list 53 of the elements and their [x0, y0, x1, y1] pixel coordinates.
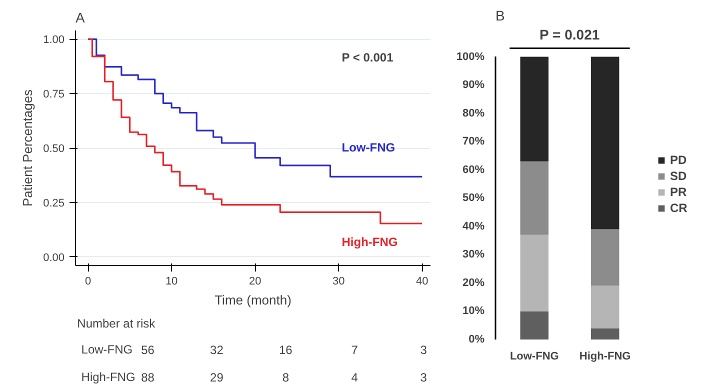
y-tick-label: 0.00	[43, 252, 65, 264]
bar	[520, 161, 549, 235]
y-tick-label: 50%	[462, 192, 485, 204]
legend-label: SD	[670, 168, 688, 182]
text: 4	[351, 370, 358, 384]
y-axis-title: Patient Percentages	[20, 88, 36, 207]
legend-label: PR	[670, 184, 688, 198]
y-tick-label: 40%	[462, 220, 485, 232]
y-tick-label: 80%	[462, 107, 485, 120]
text: P = 0.021	[540, 26, 600, 42]
legend-label: PD	[670, 152, 688, 166]
text: 3	[420, 370, 428, 384]
legend-label: CR	[670, 200, 688, 214]
text: 7	[351, 343, 358, 357]
x-tick-label: 0	[84, 276, 92, 288]
x-axis-title: Time (month)	[214, 292, 292, 308]
text: 3	[420, 343, 428, 357]
y-tick-label: 0%	[468, 334, 485, 346]
text: 29	[210, 370, 224, 384]
text: Number at risk	[77, 316, 156, 330]
chart-title: B	[496, 8, 505, 24]
y-tick-label: 60%	[462, 164, 485, 176]
series-label: High-FNG	[342, 235, 398, 250]
bar	[590, 229, 620, 286]
y-tick-label: 20%	[462, 276, 485, 289]
bar	[590, 286, 620, 328]
text: High-FNG	[81, 370, 136, 384]
y-tick-label: 90%	[462, 79, 485, 92]
text: 56	[141, 343, 155, 357]
x-tick-label: 10	[165, 276, 178, 288]
y-tick-label: 70%	[462, 136, 485, 148]
bar	[520, 311, 549, 340]
text: 88	[141, 370, 155, 384]
annotation: P < 0.001	[342, 50, 394, 65]
y-tick-label: 30%	[462, 248, 485, 261]
bar	[520, 56, 549, 162]
text: 8	[282, 370, 290, 384]
text: 32	[210, 343, 224, 357]
bar	[520, 234, 549, 312]
y-tick-label: 0.25	[43, 197, 65, 210]
y-tick-label: 10%	[462, 305, 485, 318]
chart-title: A	[76, 10, 86, 26]
series-label: Low-FNG	[342, 140, 396, 154]
text: 16	[279, 343, 293, 357]
y-tick-label: 100%	[456, 50, 485, 63]
x-tick-label: 40	[416, 276, 428, 288]
x-tick-label: 20	[248, 276, 262, 288]
y-tick-label: 1.00	[43, 34, 65, 46]
bar	[590, 328, 620, 340]
x-tick-label: 30	[332, 276, 345, 288]
y-tick-label: 0.50	[43, 143, 65, 155]
y-tick-label: 0.75	[43, 88, 65, 101]
bar	[590, 56, 620, 230]
